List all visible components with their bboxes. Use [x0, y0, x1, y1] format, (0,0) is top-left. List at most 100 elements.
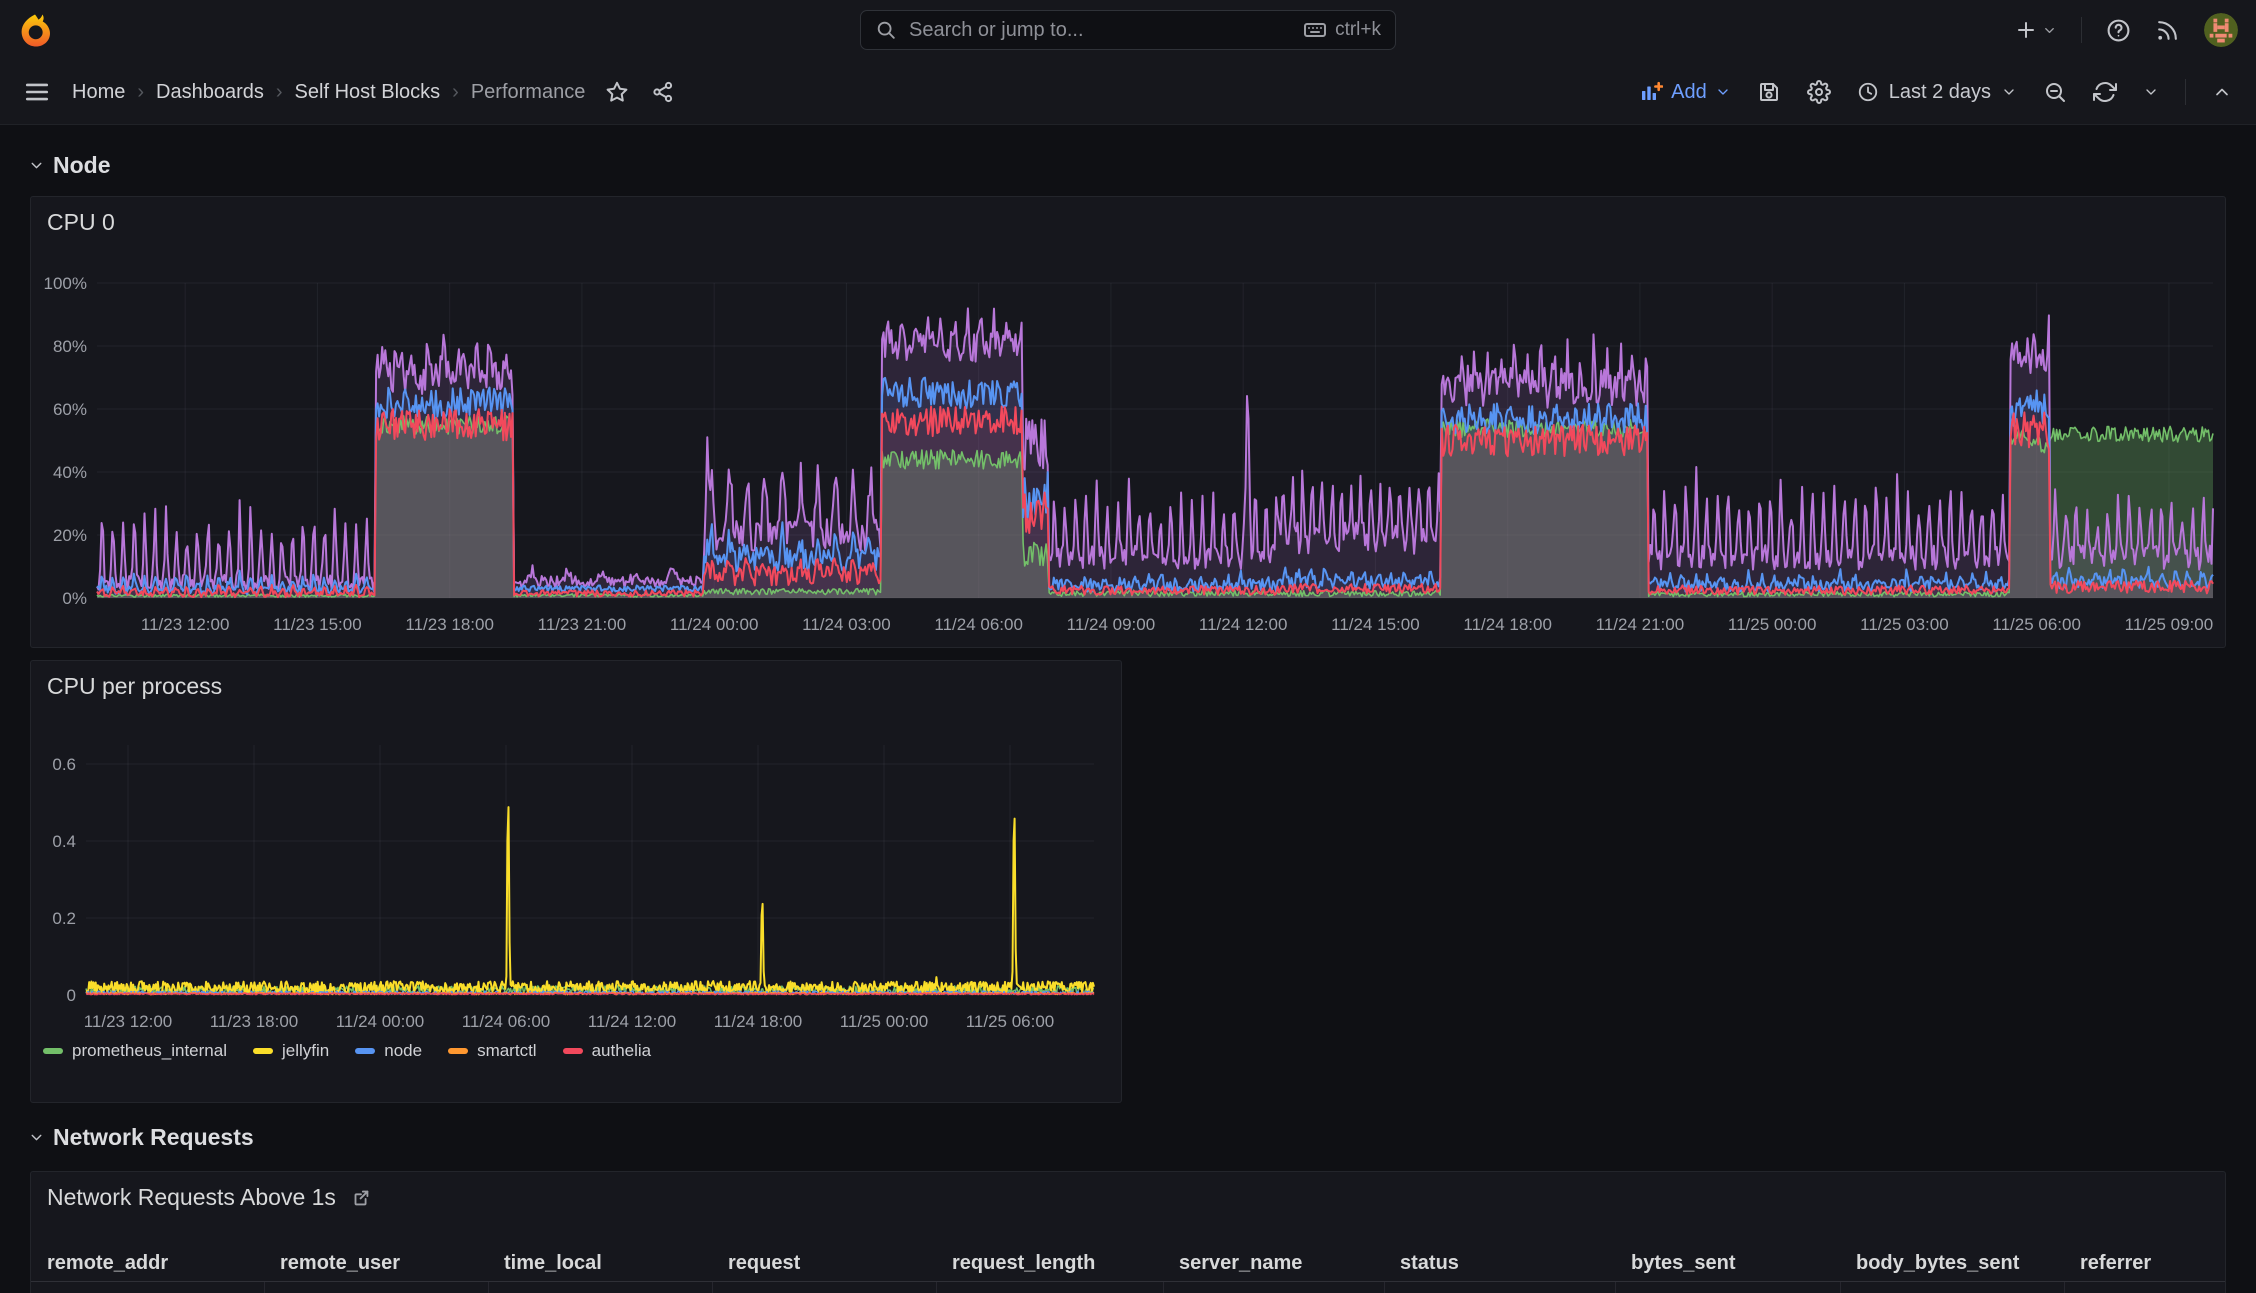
- time-range-picker[interactable]: Last 2 days: [1857, 81, 2017, 104]
- y-axis-tick-label: 0.2: [52, 909, 76, 928]
- user-avatar[interactable]: [2204, 13, 2238, 47]
- x-axis-tick-label: 11/25 06:00: [966, 1012, 1055, 1031]
- column-header-remote_user[interactable]: remote_user: [280, 1252, 401, 1274]
- menu-toggle-icon[interactable]: [24, 79, 50, 105]
- table-row[interactable]: 192.168.50.101 24/Nov/2023:00:0GET /jelly…: [31, 1282, 2227, 1293]
- legend-swatch: [252, 1048, 273, 1054]
- x-axis-tick-label: 11/23 18:00: [405, 615, 494, 634]
- add-panel-icon: [1642, 81, 1664, 100]
- search-shortcut: ctrl+k: [1303, 18, 1381, 42]
- divider: [2081, 17, 2082, 43]
- y-axis-tick-label: 80%: [53, 337, 87, 356]
- breadcrumb: Home › Dashboards › Self Host Blocks › P…: [72, 81, 585, 104]
- collapse-toolbar-icon[interactable]: [2212, 82, 2232, 102]
- column-header-bytes_sent[interactable]: bytes_sent: [1631, 1252, 1736, 1274]
- series-line-user: [96, 307, 2214, 591]
- chevron-down-icon: [31, 1134, 42, 1140]
- breadcrumb-folder[interactable]: Self Host Blocks: [294, 80, 441, 103]
- top-nav-bar: ctrl+k: [0, 0, 2256, 61]
- x-axis-tick-label: 11/24 18:00: [1463, 615, 1552, 634]
- news-rss-icon[interactable]: [2155, 18, 2180, 43]
- refresh-icon[interactable]: [2093, 80, 2117, 104]
- column-header-request_length[interactable]: request_length: [952, 1252, 1096, 1274]
- column-header-remote_addr[interactable]: remote_addr: [47, 1252, 169, 1274]
- column-header-server_name[interactable]: server_name: [1179, 1252, 1303, 1274]
- section-row-network-requests[interactable]: Network Requests: [28, 1119, 254, 1155]
- help-icon[interactable]: [2106, 18, 2131, 43]
- legend-label: jellyfin: [281, 1041, 330, 1060]
- x-axis-tick-label: 11/24 03:00: [802, 615, 891, 634]
- legend-item-prometheus_internal[interactable]: prometheus_internal: [43, 1041, 227, 1061]
- legend-label: node: [384, 1041, 423, 1060]
- table-cell: 101: [1384, 1282, 1615, 1293]
- grafana-logo[interactable]: [18, 13, 52, 47]
- section-title-node: Node: [53, 151, 111, 178]
- table-header-row: remote_addr remote_user time_local request r…: [31, 1244, 2227, 1283]
- external-link-icon[interactable]: [350, 1187, 372, 1209]
- x-axis-tick-label: 11/24 12:00: [1199, 615, 1288, 634]
- table-cell: 24/Nov/2023:00:0: [488, 1282, 712, 1293]
- column-header-request[interactable]: request: [728, 1252, 801, 1274]
- table-cell: jellyfin.example.com: [1163, 1282, 1384, 1293]
- x-axis-tick-label: 11/23 18:00: [210, 1012, 299, 1031]
- breadcrumb-home[interactable]: Home: [72, 80, 126, 103]
- chevron-down-icon: [1718, 89, 1728, 95]
- panel-title-cpu0[interactable]: CPU 0: [47, 209, 115, 235]
- x-axis-tick-label: 11/23 15:00: [273, 615, 362, 634]
- chart-legend: prometheus_internal jellyfin node smartctl a…: [43, 1041, 651, 1061]
- search-input[interactable]: [907, 17, 1294, 43]
- x-axis-tick-label: 11/24 00:00: [670, 615, 759, 634]
- column-header-referrer[interactable]: referrer: [2080, 1252, 2152, 1274]
- search-icon: [877, 21, 895, 39]
- series-fill-user: [97, 308, 2213, 598]
- legend-item-jellyfin[interactable]: jellyfin: [252, 1041, 330, 1061]
- legend-swatch: [43, 1048, 63, 1054]
- breadcrumb-dashboards[interactable]: Dashboards: [156, 80, 264, 103]
- chevron-down-icon: [31, 162, 42, 168]
- x-axis-tick-label: 11/25 09:00: [2125, 615, 2214, 634]
- column-header-body_bytes_sent[interactable]: body_bytes_sent: [1856, 1252, 2020, 1274]
- legend-item-smartctl[interactable]: smartctl: [448, 1041, 537, 1061]
- x-axis-tick-label: 11/23 21:00: [538, 615, 627, 634]
- refresh-interval-chevron-icon[interactable]: [2143, 84, 2159, 100]
- legend-label: smartctl: [477, 1041, 537, 1060]
- add-panel-button[interactable]: Add: [1639, 80, 1731, 104]
- legend-item-node[interactable]: node: [355, 1041, 422, 1061]
- legend-swatch: [562, 1048, 583, 1054]
- x-axis-tick-label: 11/24 06:00: [462, 1012, 551, 1031]
- breadcrumb-separator: ›: [452, 80, 459, 103]
- new-menu-button[interactable]: [2014, 18, 2057, 42]
- table-cell: 173: [1840, 1282, 2064, 1293]
- y-axis-tick-label: 0.6: [52, 755, 76, 774]
- column-header-status[interactable]: status: [1400, 1252, 1459, 1274]
- panel-title-network-requests[interactable]: Network Requests Above 1s: [47, 1184, 372, 1211]
- chevron-down-icon: [2045, 27, 2054, 33]
- favorite-star-icon[interactable]: [605, 80, 629, 104]
- table-cell: 1312: [1615, 1282, 1840, 1293]
- x-axis-tick-label: 11/24 18:00: [714, 1012, 803, 1031]
- x-axis-tick-label: 11/25 06:00: [1992, 615, 2081, 634]
- cpu0-chart[interactable]: 0% 20% 40% 60% 80% 100% 11/23 12:00 11/23 15:00…: [31, 197, 2225, 647]
- breadcrumb-current: Performance: [470, 80, 586, 103]
- panel-cpu0: CPU 0 0% 20% 40% 60% 80% 100% 11/23 12:00 11/23…: [30, 196, 2226, 648]
- x-axis-tick-label: 11/25 00:00: [1728, 615, 1817, 634]
- global-search[interactable]: ctrl+k: [860, 10, 1396, 50]
- series-line-iowait: [96, 405, 2214, 599]
- share-icon[interactable]: [651, 80, 675, 104]
- legend-item-authelia[interactable]: authelia: [562, 1041, 651, 1061]
- section-row-node[interactable]: Node: [28, 147, 111, 183]
- legend-swatch: [448, 1048, 469, 1054]
- column-header-time_local[interactable]: time_local: [504, 1252, 602, 1274]
- settings-gear-icon[interactable]: [1806, 80, 1831, 104]
- zoom-out-icon[interactable]: [2043, 80, 2067, 104]
- x-axis-tick-label: 11/23 12:00: [141, 615, 230, 634]
- table-cell: 192.168.50.101: [31, 1282, 264, 1293]
- panel-title-cpu-per-process[interactable]: CPU per process: [47, 673, 223, 699]
- table-cell: [264, 1282, 488, 1293]
- series-line-authelia: [85, 992, 1095, 996]
- breadcrumb-separator: ›: [275, 80, 283, 103]
- panel-network-requests: Network Requests Above 1s remote_addr rem…: [30, 1171, 2226, 1293]
- save-dashboard-icon[interactable]: [1757, 80, 1781, 104]
- cpu-per-process-chart[interactable]: 0 0.2 0.4 0.6 11/23 12:00 11/23 18:00 11/24 00…: [31, 661, 1121, 1041]
